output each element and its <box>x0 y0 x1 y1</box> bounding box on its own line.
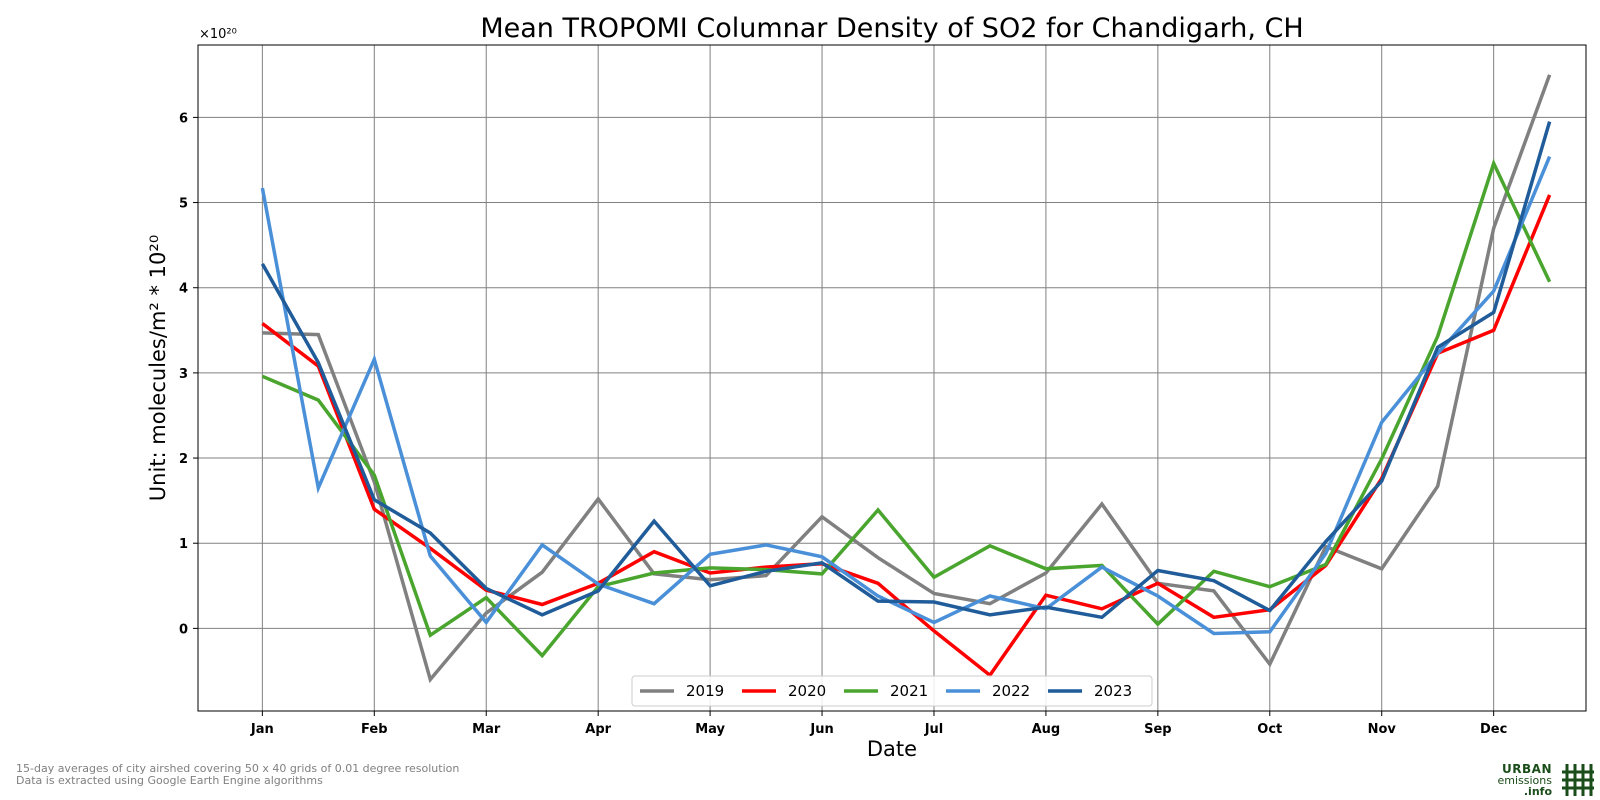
legend-label-2022: 2022 <box>992 682 1030 700</box>
tick-labels: Jan Feb Mar Apr May Jun Jul Aug Sep Oct Nov Dec 0 1 2 3… <box>179 111 1507 737</box>
y-tick-label: 5 <box>179 197 188 212</box>
legend-label-2021: 2021 <box>890 682 928 700</box>
footnote-line-1: 15-day averages of city airshed covering… <box>16 762 460 775</box>
series-line-2023 <box>260 121 1552 620</box>
x-tick-label: Dec <box>1480 722 1507 737</box>
y-tick-label: 1 <box>179 537 188 552</box>
series-line-2020 <box>261 194 1552 678</box>
x-tick-label: Jun <box>809 722 833 737</box>
y-tick-label: 3 <box>179 367 188 382</box>
legend-label-2019: 2019 <box>686 682 724 700</box>
x-tick-label: Sep <box>1144 722 1172 737</box>
series-line-2019 <box>262 74 1552 684</box>
logo-grid-icon <box>1562 764 1594 796</box>
chart-title: Mean TROPOMI Columnar Density of SO2 for… <box>480 13 1303 44</box>
x-tick-label: Jan <box>250 722 274 737</box>
logo-text-info: .info <box>1523 785 1552 798</box>
x-tick-label: Jul <box>924 722 944 737</box>
x-tick-label: Aug <box>1032 722 1061 737</box>
urban-emissions-logo: URBAN emissions .info <box>1498 762 1596 798</box>
x-tick-label: May <box>695 722 725 737</box>
y-axis-label: Unit: molecules/m² * 10²⁰ <box>146 235 170 501</box>
x-tick-label: Nov <box>1368 722 1397 737</box>
series-line-2021 <box>261 158 1552 659</box>
logo-text-emissions: emissions <box>1497 774 1553 787</box>
series-layer <box>260 74 1552 684</box>
logo-text-urban: URBAN <box>1502 762 1552 776</box>
grid <box>198 45 1586 711</box>
x-tick-label: Mar <box>472 722 501 737</box>
x-axis-label: Date <box>867 737 917 761</box>
y-tick-label: 0 <box>179 622 188 637</box>
x-tick-label: Feb <box>361 722 387 737</box>
legend-label-2020: 2020 <box>788 682 826 700</box>
legend-box <box>631 675 1153 707</box>
legend-label-2023: 2023 <box>1094 682 1132 700</box>
y-tick-label: 6 <box>179 111 188 126</box>
x-tick-label: Oct <box>1257 722 1282 737</box>
legend: 2019 2020 2021 2022 2023 <box>631 675 1153 707</box>
y-tick-label: 4 <box>179 282 188 297</box>
footnote-line-2: Data is extracted using Google Earth Eng… <box>16 774 323 787</box>
y-axis-multiplier: ×10²⁰ <box>199 27 237 42</box>
series-line-2022 <box>260 155 1552 636</box>
plot-frame <box>197 44 1587 712</box>
y-tick-label: 2 <box>179 452 188 467</box>
x-tick-label: Apr <box>585 722 611 737</box>
